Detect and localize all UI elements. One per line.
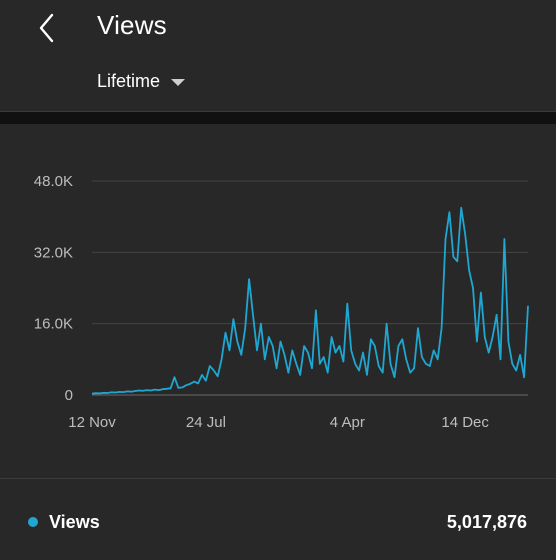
- period-label: Lifetime: [97, 70, 161, 91]
- x-tick-label: 24 Jul: [186, 414, 226, 431]
- chevron-left-icon: [39, 13, 54, 43]
- y-tick-label: 0: [65, 387, 73, 404]
- y-tick-label: 32.0K: [34, 244, 73, 261]
- back-button[interactable]: [26, 6, 70, 50]
- x-tick-label: 14 Dec: [441, 414, 489, 431]
- y-tick-label: 48.0K: [34, 173, 73, 190]
- legend-label: Views: [49, 512, 100, 532]
- header-divider: [0, 111, 556, 112]
- page-title: Views: [97, 10, 167, 40]
- legend-divider: [0, 478, 556, 479]
- legend-row: Views 5,017,876: [0, 479, 556, 560]
- caret-down-icon: [171, 78, 186, 86]
- legend-dot-icon: [28, 517, 38, 527]
- y-tick-label: 16.0K: [34, 316, 73, 333]
- chart-svg: 48.0K 32.0K 16.0K 0 12 Nov 24 Jul 4 Apr 14 Dec: [34, 173, 529, 431]
- top-bar: Views Lifetime: [0, 0, 556, 112]
- series-line-views: [91, 206, 529, 395]
- legend-total: 5,017,876: [446, 512, 527, 532]
- x-tick-label: 12 Nov: [68, 414, 116, 431]
- period-dropdown[interactable]: Lifetime: [97, 69, 186, 93]
- views-chart: 48.0K 32.0K 16.0K 0 12 Nov 24 Jul 4 Apr 14 Dec: [0, 124, 556, 478]
- section-separator: [0, 112, 556, 124]
- x-tick-label: 4 Apr: [330, 414, 365, 431]
